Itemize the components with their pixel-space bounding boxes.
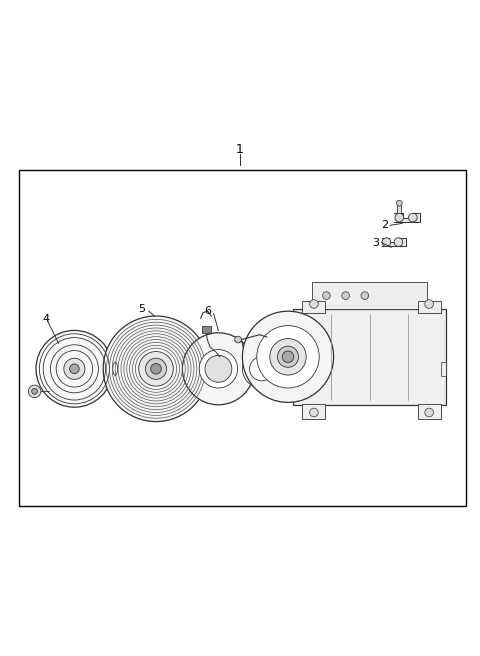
Bar bbox=[293, 361, 299, 376]
Polygon shape bbox=[382, 237, 406, 247]
Bar bbox=[293, 309, 446, 405]
Circle shape bbox=[342, 292, 349, 299]
Circle shape bbox=[425, 408, 433, 417]
Circle shape bbox=[250, 357, 274, 380]
Circle shape bbox=[28, 385, 41, 398]
Bar bbox=[312, 282, 427, 309]
Circle shape bbox=[70, 364, 79, 374]
Circle shape bbox=[139, 352, 173, 386]
Circle shape bbox=[425, 300, 433, 308]
Circle shape bbox=[199, 350, 238, 388]
Circle shape bbox=[257, 325, 319, 388]
Circle shape bbox=[36, 331, 113, 407]
Text: 6: 6 bbox=[204, 306, 211, 316]
Ellipse shape bbox=[113, 362, 118, 375]
Circle shape bbox=[145, 358, 167, 379]
Circle shape bbox=[270, 338, 306, 375]
Circle shape bbox=[182, 333, 254, 405]
Circle shape bbox=[151, 363, 161, 374]
Circle shape bbox=[396, 200, 402, 206]
Circle shape bbox=[277, 346, 299, 367]
Polygon shape bbox=[394, 213, 420, 222]
Text: 2: 2 bbox=[381, 220, 388, 230]
Circle shape bbox=[382, 237, 391, 247]
Bar bbox=[302, 404, 325, 419]
Circle shape bbox=[32, 388, 37, 394]
Circle shape bbox=[310, 300, 318, 308]
Circle shape bbox=[395, 213, 404, 222]
Circle shape bbox=[408, 213, 417, 222]
Circle shape bbox=[361, 292, 369, 299]
Bar bbox=[441, 361, 446, 376]
Circle shape bbox=[282, 351, 294, 363]
Bar bbox=[418, 404, 441, 419]
Text: 5: 5 bbox=[138, 304, 145, 314]
Circle shape bbox=[103, 316, 209, 422]
Bar bbox=[19, 170, 466, 506]
Text: 1: 1 bbox=[236, 143, 244, 156]
Circle shape bbox=[323, 292, 330, 299]
Circle shape bbox=[310, 408, 318, 417]
Circle shape bbox=[205, 356, 232, 382]
Bar bbox=[202, 326, 211, 333]
Circle shape bbox=[242, 350, 281, 388]
Text: 4: 4 bbox=[42, 314, 49, 324]
Ellipse shape bbox=[110, 355, 120, 382]
Circle shape bbox=[235, 336, 241, 343]
Circle shape bbox=[394, 237, 403, 247]
Bar bbox=[397, 203, 401, 214]
Circle shape bbox=[242, 311, 334, 402]
Circle shape bbox=[64, 358, 85, 379]
Text: 3: 3 bbox=[372, 237, 379, 247]
Bar bbox=[302, 300, 325, 313]
Bar bbox=[418, 300, 441, 313]
